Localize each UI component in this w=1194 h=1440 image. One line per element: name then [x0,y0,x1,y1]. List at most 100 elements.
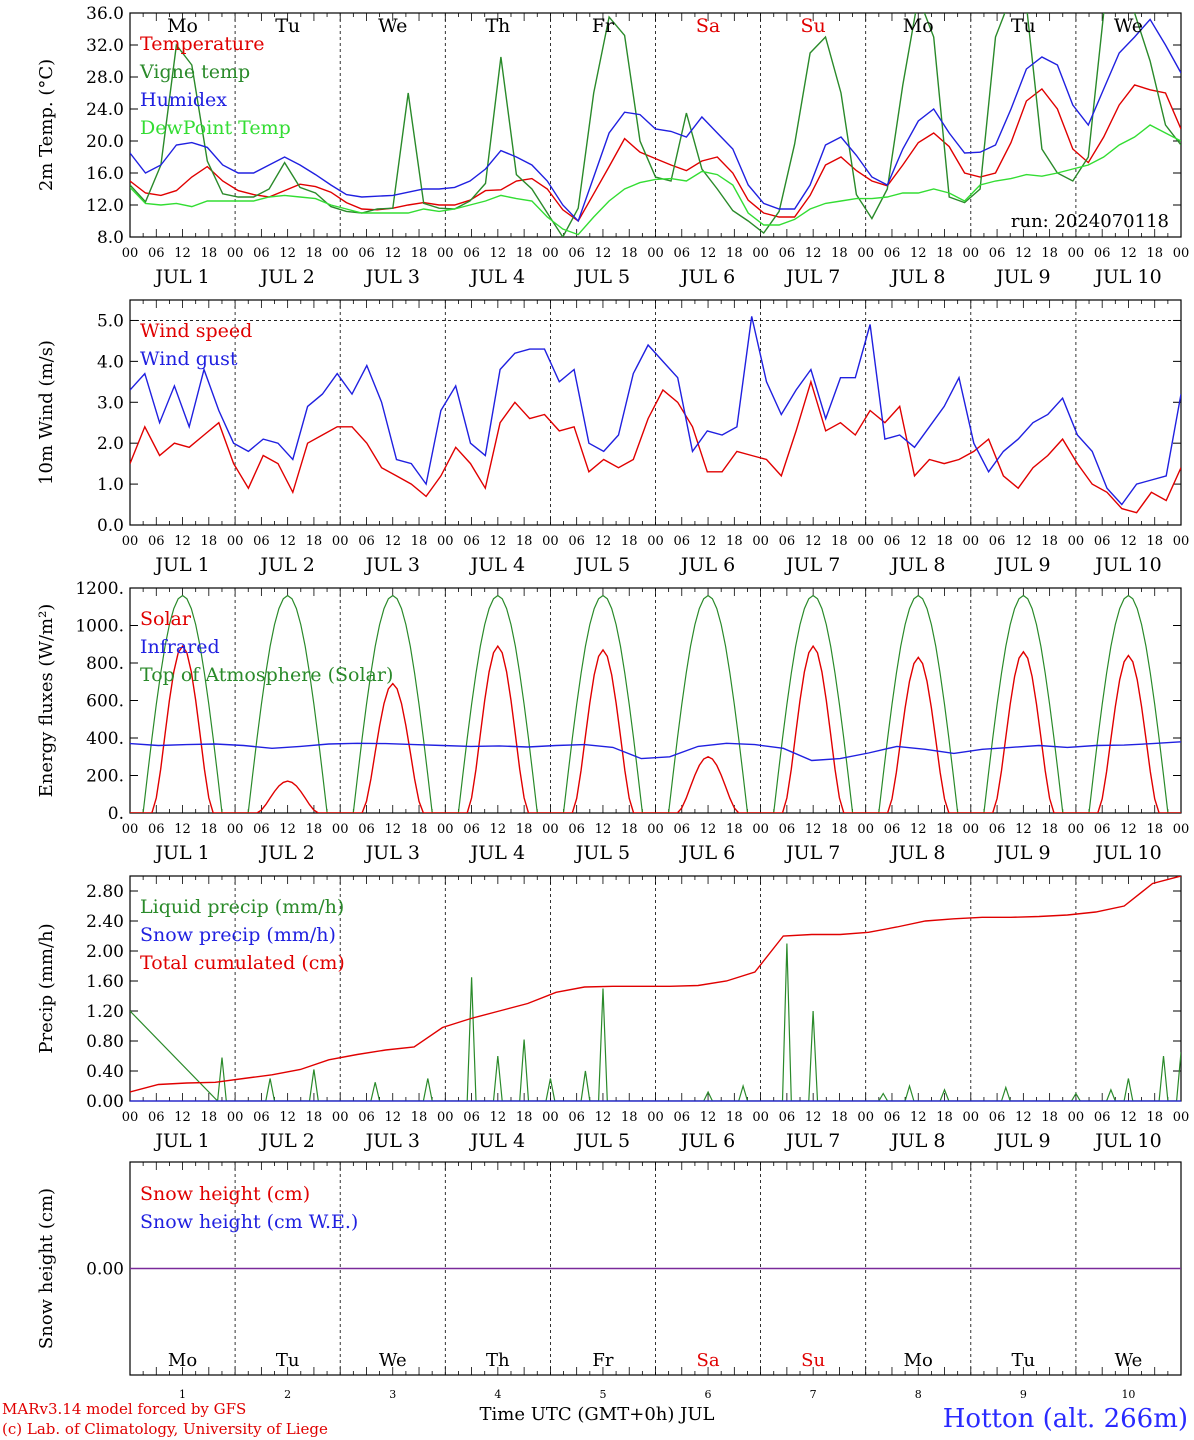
date-label: JUL 10 [1093,1130,1161,1152]
date-label: JUL 6 [679,554,735,576]
hour-tick-label: 06 [463,822,480,837]
hour-tick-label: 18 [1146,1110,1163,1125]
hour-tick-label: 00 [437,1110,454,1125]
hour-tick-label: 00 [437,534,454,549]
date-label: JUL 3 [364,1130,420,1152]
date-label: JUL 8 [889,266,945,288]
hour-tick-label: 18 [1041,1110,1058,1125]
date-label: JUL 4 [469,554,525,576]
date-label: JUL 5 [574,554,630,576]
date-number-label: 6 [705,1388,712,1401]
hour-tick-label: 06 [463,246,480,261]
hour-tick-label: 18 [411,822,428,837]
hour-tick-label: 12 [384,1110,401,1125]
y-tick-label: 1.20 [86,1002,124,1022]
hour-tick-label: 18 [831,246,848,261]
date-number-label: 9 [1020,1388,1027,1401]
y-tick-label: 400. [86,729,124,749]
series-wind-speed [130,379,1181,514]
legend-entry: Infrared [140,636,220,658]
hour-tick-label: 06 [568,1110,585,1125]
panel-1 [129,12,1182,238]
weekday-label: Mo [904,1350,933,1371]
hour-tick-label: 18 [831,534,848,549]
hour-tick-label: 18 [621,1110,638,1125]
y-tick-label: 1.60 [86,972,124,992]
hour-tick-label: 18 [936,1110,953,1125]
y-tick-label: 5.0 [97,311,124,331]
hour-tick-label: 06 [568,822,585,837]
weekday-label: Mo [167,15,198,37]
hour-tick-label: 00 [752,1110,769,1125]
y-tick-label: 1000. [75,617,124,637]
hour-tick-label: 06 [253,534,270,549]
series-humidex [130,18,1181,223]
hour-tick-label: 06 [253,246,270,261]
hour-tick-label: 12 [279,1110,296,1125]
hour-tick-label: 12 [490,246,507,261]
y-tick-label: 0.00 [86,1092,124,1112]
date-label: JUL 3 [364,554,420,576]
hour-tick-label: 18 [516,534,533,549]
hour-tick-label: 18 [201,534,218,549]
y-tick-label: 0.80 [86,1032,124,1052]
hour-tick-label: 00 [122,534,139,549]
date-label: JUL 8 [889,554,945,576]
hour-tick-label: 06 [1094,534,1111,549]
hour-tick-label: 00 [647,246,664,261]
hour-tick-label: 12 [1120,534,1137,549]
hour-tick-label: 06 [989,822,1006,837]
date-label: JUL 6 [679,266,735,288]
lab-credit: (c) Lab. of Climatology, University of L… [2,1420,328,1438]
y-tick-label: 1.0 [97,475,124,495]
date-label: JUL 9 [994,554,1050,576]
legend-entry: Vigne temp [139,61,250,83]
weekday-label: Fr [592,15,615,37]
series-toa-solar [130,594,1181,813]
date-number-label: 7 [810,1388,817,1401]
hour-tick-label: 18 [621,534,638,549]
hour-tick-label: 06 [358,822,375,837]
hour-tick-label: 12 [595,246,612,261]
hour-tick-label: 00 [227,246,244,261]
hour-tick-label: 12 [595,534,612,549]
hour-tick-label: 06 [884,246,901,261]
hour-tick-label: 06 [779,534,796,549]
y-tick-label: 2.0 [97,434,124,454]
hour-tick-label: 12 [279,246,296,261]
hour-tick-label: 18 [1146,246,1163,261]
date-label: JUL 1 [153,266,209,288]
y-tick-label: 8.0 [97,228,124,248]
hour-tick-label: 00 [437,246,454,261]
date-label: JUL 1 [153,1130,209,1152]
hour-tick-label: 18 [726,534,743,549]
y-tick-label: 2.40 [86,912,124,932]
hour-tick-label: 06 [568,534,585,549]
date-label: JUL 1 [153,554,209,576]
series-solar [130,644,1181,813]
hour-tick-label: 12 [1120,246,1137,261]
hour-tick-label: 12 [490,1110,507,1125]
hour-tick-label: 18 [831,822,848,837]
panel-2 [129,299,1182,526]
hour-tick-label: 12 [700,1110,717,1125]
station-name: Hotton (alt. 266m) [942,1404,1188,1434]
date-label: JUL 2 [258,554,314,576]
hour-tick-label: 06 [358,1110,375,1125]
hour-tick-label: 06 [148,822,165,837]
panel-4 [129,875,1182,1102]
series-infrared [130,741,1181,762]
y-tick-label: 0.00 [86,1260,124,1280]
weekday-label: Th [486,1350,510,1371]
date-label: JUL 8 [889,1130,945,1152]
hour-tick-label: 06 [358,534,375,549]
hour-tick-label: 00 [647,1110,664,1125]
hour-tick-label: 00 [542,246,559,261]
hour-tick-label: 00 [332,822,349,837]
hour-tick-label: 00 [227,822,244,837]
legend-entry: Humidex [140,89,227,111]
date-label: JUL 9 [994,1130,1050,1152]
hour-tick-label: 18 [831,1110,848,1125]
hour-tick-label: 12 [805,246,822,261]
